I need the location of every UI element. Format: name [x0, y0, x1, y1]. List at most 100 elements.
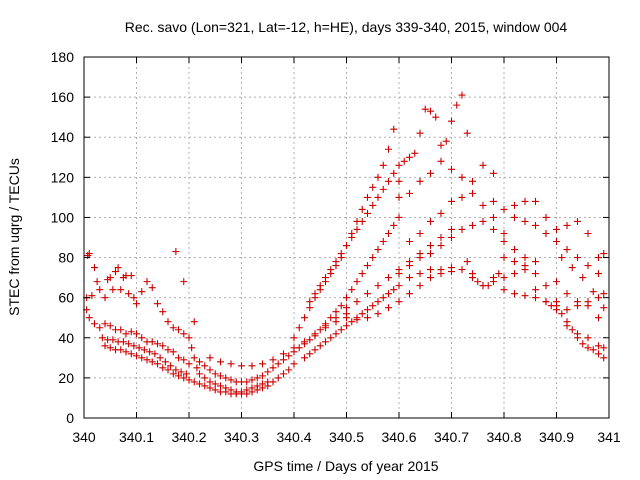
data-point [348, 286, 356, 294]
data-point [180, 374, 188, 382]
data-point [127, 328, 135, 336]
data-point [222, 374, 230, 382]
data-point [479, 201, 487, 209]
data-point [563, 246, 571, 254]
data-point [584, 334, 592, 342]
data-point [290, 334, 298, 342]
data-point [159, 342, 167, 350]
data-point [463, 258, 471, 266]
y-axis-title: STEC from uqrg / TECUs [6, 158, 22, 316]
chart-title: Rec. savo (Lon=321, Lat=-12, h=HE), days… [125, 19, 568, 35]
data-point [96, 286, 104, 294]
data-point [432, 113, 440, 121]
data-point [448, 117, 455, 125]
data-point [521, 197, 529, 205]
data-point [98, 334, 106, 342]
data-point [185, 334, 193, 342]
data-point [479, 217, 487, 225]
data-point [453, 101, 461, 109]
data-points [83, 91, 608, 398]
data-point [358, 205, 366, 213]
data-point [196, 358, 203, 366]
data-point [348, 234, 356, 241]
data-point [427, 274, 434, 282]
data-point [193, 364, 201, 372]
data-point [306, 304, 314, 312]
data-point [500, 229, 508, 237]
data-point [511, 290, 518, 298]
data-point [274, 360, 282, 368]
data-point [180, 356, 188, 364]
data-point [458, 173, 466, 181]
data-point [243, 378, 251, 386]
data-point [448, 165, 455, 173]
data-point [511, 213, 518, 221]
data-point [182, 370, 190, 378]
data-point [343, 322, 350, 330]
data-point [206, 354, 214, 362]
data-point [490, 274, 497, 282]
x-tick-label: 340.4 [276, 429, 311, 445]
data-point [238, 362, 245, 370]
data-point [295, 324, 303, 332]
data-point [280, 350, 287, 358]
data-point [185, 376, 193, 384]
data-point [379, 161, 387, 169]
data-point [500, 274, 508, 282]
data-point [595, 270, 602, 278]
data-point [379, 185, 387, 193]
data-point [558, 310, 566, 318]
data-point [164, 318, 172, 326]
data-point [161, 358, 169, 366]
data-point [138, 288, 146, 296]
data-point [369, 183, 377, 191]
data-point [385, 177, 392, 185]
x-tick-label: 340 [72, 429, 96, 445]
data-point [490, 225, 497, 233]
data-point [337, 302, 345, 310]
data-point [253, 374, 261, 382]
data-point [280, 370, 287, 378]
data-point [568, 264, 576, 272]
data-point [227, 376, 235, 384]
data-point [385, 290, 392, 298]
data-point [416, 254, 424, 262]
data-point [156, 354, 164, 362]
data-point [201, 362, 209, 370]
data-point [532, 197, 539, 205]
data-point [390, 169, 398, 177]
data-point [595, 314, 602, 322]
data-point [364, 209, 371, 217]
data-point [374, 310, 382, 318]
data-point [521, 217, 529, 225]
data-point [117, 346, 125, 354]
data-point [490, 197, 497, 205]
data-point [322, 338, 329, 346]
data-point [188, 344, 196, 352]
data-point [322, 322, 329, 330]
data-point [427, 169, 434, 177]
data-point [167, 362, 175, 370]
x-tick-labels: 340 340.1 340.2 340.3 340.4 340.5 340.6 340.7 34… [72, 429, 621, 445]
data-point [385, 229, 392, 237]
data-point [427, 107, 434, 115]
data-point [532, 258, 539, 266]
data-point [217, 382, 224, 390]
data-point [180, 278, 188, 286]
data-point [369, 302, 377, 310]
data-point [264, 382, 272, 390]
data-point [85, 250, 93, 258]
data-point [93, 278, 101, 286]
data-point [259, 372, 266, 380]
x-tick-label: 340.6 [381, 429, 416, 445]
data-point [385, 145, 392, 153]
data-point [558, 254, 566, 262]
data-point [269, 356, 277, 364]
data-point [159, 308, 167, 316]
data-point [374, 282, 382, 290]
data-point [584, 344, 592, 352]
y-tick-labels: 0 20 40 60 80 100 120 140 160 180 [51, 49, 75, 426]
data-point [574, 217, 581, 225]
data-point [600, 304, 608, 312]
data-point [190, 378, 198, 386]
